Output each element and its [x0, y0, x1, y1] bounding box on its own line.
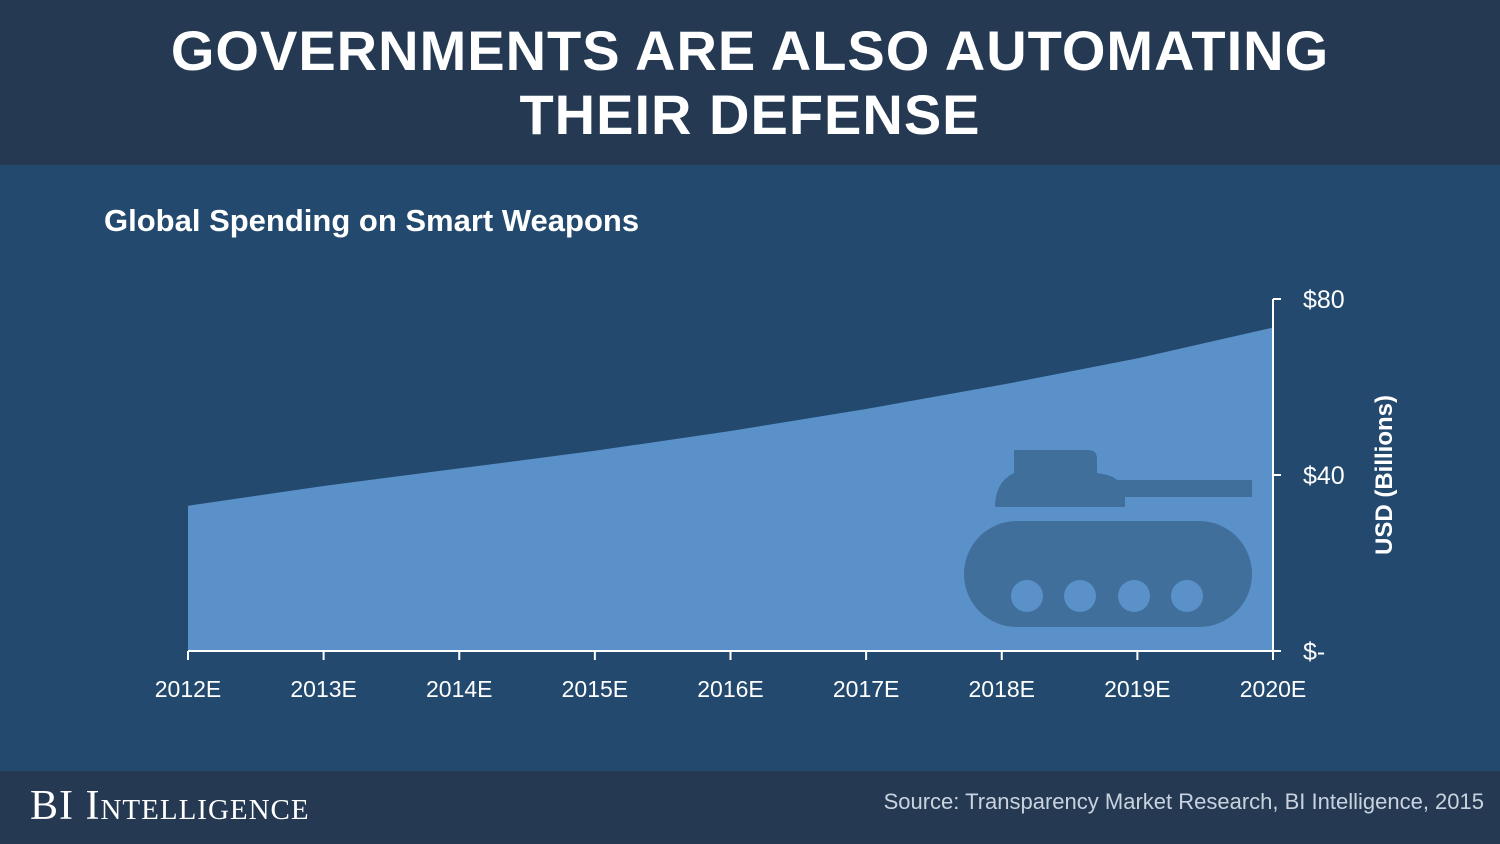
tank-wheel	[1011, 580, 1043, 612]
axes	[187, 298, 1281, 660]
x-tick-label: 2020E	[1240, 676, 1307, 702]
tank-turret	[995, 450, 1252, 507]
x-tick-label: 2016E	[697, 676, 764, 702]
x-tick-label: 2015E	[562, 676, 629, 702]
y-tick-label: $-	[1303, 638, 1325, 666]
tank-body	[964, 521, 1252, 627]
source-note: Source: Transparency Market Research, BI…	[883, 789, 1484, 814]
tank-wheel	[1171, 580, 1203, 612]
page-title-line-2: THEIR DEFENSE	[519, 82, 981, 146]
x-axis-labels: 2012E 2013E 2014E 2015E 2016E 2017E 2018E 2019E…	[155, 676, 1307, 702]
x-tick-label: 2014E	[426, 676, 493, 702]
y-axis-title: USD (Billions)	[1371, 395, 1398, 555]
tank-wheels	[1011, 580, 1203, 612]
header-banner: GOVERNMENTS ARE ALSO AUTOMATING THEIR DE…	[0, 0, 1500, 165]
y-axis-labels: $- $40 $80	[1303, 286, 1345, 666]
tank-wheel	[1118, 580, 1150, 612]
x-tick-label: 2019E	[1104, 676, 1171, 702]
page-title-line-1: GOVERNMENTS ARE ALSO AUTOMATING	[170, 18, 1330, 82]
footer-bar	[0, 771, 1500, 844]
x-tick-label: 2013E	[290, 676, 357, 702]
x-tick-label: 2012E	[155, 676, 222, 702]
tank-wheel	[1064, 580, 1096, 612]
x-tick-label: 2018E	[968, 676, 1035, 702]
y-tick-label: $80	[1303, 286, 1345, 314]
y-tick-label: $40	[1303, 462, 1345, 490]
chart-title: Global Spending on Smart Weapons	[104, 203, 640, 238]
x-tick-label: 2017E	[833, 676, 900, 702]
brand-logo: BI Intelligence	[30, 783, 310, 829]
